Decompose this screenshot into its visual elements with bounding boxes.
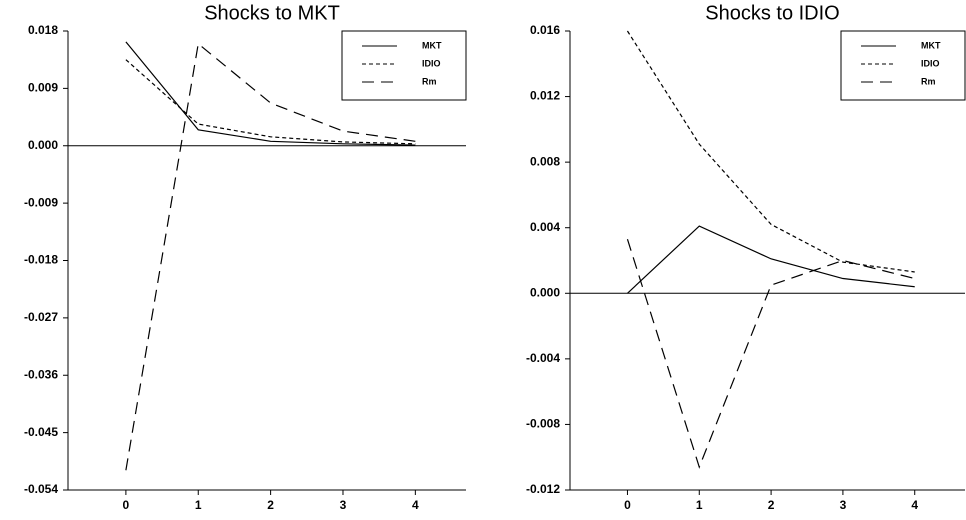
x-tick-label: 0 — [624, 498, 631, 512]
legend-label: Rm — [422, 76, 437, 86]
legend-label: MKT — [921, 40, 941, 50]
x-tick-label: 3 — [840, 498, 847, 512]
y-tick-label: -0.027 — [24, 310, 58, 324]
legend-label: IDIO — [422, 58, 441, 68]
y-tick-label: 0.016 — [530, 23, 560, 37]
x-tick-label: 4 — [911, 498, 918, 512]
chart-title: Shocks to IDIO — [705, 2, 840, 24]
chart-title: Shocks to MKT — [204, 2, 340, 24]
legend-label: Rm — [921, 76, 936, 86]
x-tick-label: 0 — [123, 498, 130, 512]
y-tick-label: 0.009 — [28, 81, 58, 95]
line — [125, 59, 416, 145]
x-tick-label: 3 — [340, 498, 347, 512]
y-tick-label: -0.045 — [24, 425, 58, 439]
legend-box — [840, 30, 966, 101]
legend-label: IDIO — [921, 58, 940, 68]
line — [626, 30, 915, 273]
x-tick-label: 4 — [412, 498, 419, 512]
line — [125, 42, 416, 471]
line — [627, 225, 915, 294]
y-tick-label: 0.008 — [530, 154, 560, 168]
x-tick-label: 2 — [768, 498, 775, 512]
y-tick-label: -0.004 — [526, 351, 560, 365]
x-tick-label: 1 — [696, 498, 703, 512]
y-tick-label: 0.004 — [530, 220, 560, 234]
line — [626, 239, 915, 469]
y-tick-label: 0.000 — [530, 285, 560, 299]
y-tick-label: 0.000 — [28, 138, 58, 152]
legend-label: MKT — [422, 40, 442, 50]
y-tick-label: -0.018 — [24, 253, 58, 267]
line — [125, 41, 416, 146]
y-tick-label: 0.018 — [28, 23, 58, 37]
y-tick-label: -0.012 — [526, 482, 560, 496]
x-tick-label: 2 — [267, 498, 274, 512]
legend-box — [341, 30, 467, 101]
y-tick-label: 0.012 — [530, 89, 560, 103]
y-tick-label: -0.036 — [24, 367, 58, 381]
y-tick-label: -0.054 — [24, 482, 58, 496]
y-tick-label: -0.009 — [24, 195, 58, 209]
y-tick-label: -0.008 — [526, 417, 560, 431]
x-tick-label: 1 — [195, 498, 202, 512]
